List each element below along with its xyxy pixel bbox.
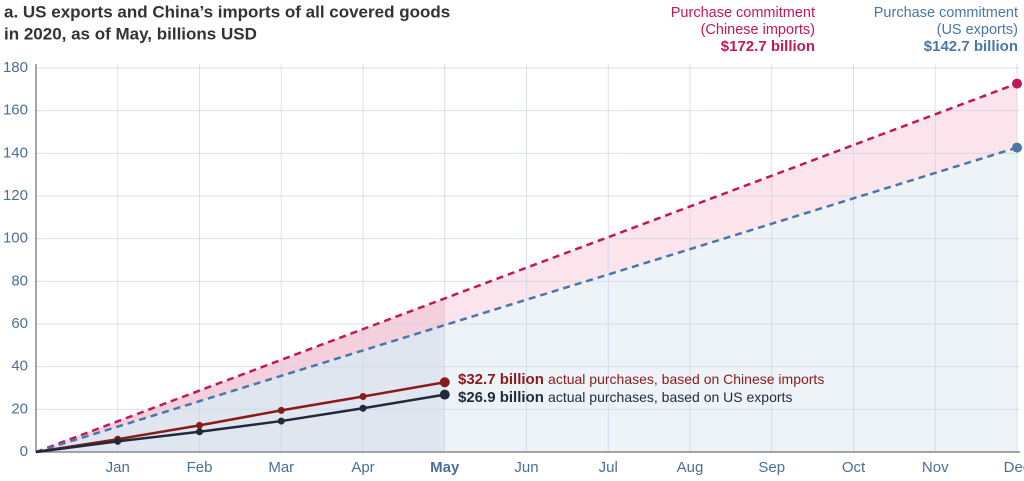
point <box>359 393 367 401</box>
series-line <box>35 82 1018 454</box>
commitment-label: Purchase commitment <box>874 5 1018 21</box>
point <box>277 406 285 414</box>
x-tick-label: Sep <box>758 459 785 476</box>
actual-value: $32.7 billion <box>458 371 544 388</box>
series-line <box>35 381 445 454</box>
series-line <box>35 393 445 454</box>
point <box>1012 78 1022 89</box>
chart-title: a. US exports and China’s imports of all… <box>4 2 450 21</box>
actual-text: actual purchases, based on Chinese impor… <box>548 371 824 387</box>
x-tick-label: Mar <box>268 459 294 476</box>
y-tick-label: 160 <box>3 102 28 119</box>
commitment-value: $172.7 billion <box>721 38 815 55</box>
y-tick-label: 80 <box>11 272 28 289</box>
commitment-label: Purchase commitment <box>671 5 815 21</box>
x-tick-label: Dec <box>1004 459 1024 476</box>
x-tick-label: Aug <box>677 459 704 476</box>
point <box>439 389 450 400</box>
y-tick-label: 40 <box>11 358 28 375</box>
actual-text: actual purchases, based on US exports <box>548 389 792 405</box>
x-tick-label: Oct <box>842 459 866 476</box>
y-tick-label: 180 <box>3 59 28 76</box>
y-tick-label: 0 <box>20 443 28 460</box>
commitment-value: $142.7 billion <box>924 38 1018 55</box>
actual-label: $32.7 billion actual purchases, based on… <box>458 371 824 388</box>
actual-label: $26.9 billion actual purchases, based on… <box>458 389 792 406</box>
point <box>1012 142 1022 153</box>
commitment-label: (US exports) <box>937 22 1018 38</box>
point <box>114 437 122 445</box>
point <box>359 404 367 412</box>
commitment-label: (Chinese imports) <box>701 22 815 38</box>
y-tick-label: 100 <box>3 230 28 247</box>
chart-title: in 2020, as of May, billions USD <box>4 24 257 43</box>
x-tick-label: May <box>430 459 460 476</box>
y-tick-label: 60 <box>11 315 28 332</box>
x-tick-label: Jul <box>599 459 618 476</box>
x-tick-label: Nov <box>922 459 949 476</box>
point <box>196 421 203 429</box>
point <box>196 428 203 436</box>
y-tick-label: 140 <box>3 144 28 161</box>
x-tick-label: Jan <box>106 459 130 476</box>
series-line <box>35 146 1018 454</box>
point <box>277 417 285 425</box>
y-tick-label: 20 <box>11 400 28 417</box>
x-tick-label: Apr <box>351 459 374 476</box>
actual-value: $26.9 billion <box>458 389 544 406</box>
point <box>439 377 450 388</box>
x-tick-label: Feb <box>187 459 213 476</box>
y-tick-label: 120 <box>3 187 28 204</box>
x-tick-label: Jun <box>514 459 538 476</box>
